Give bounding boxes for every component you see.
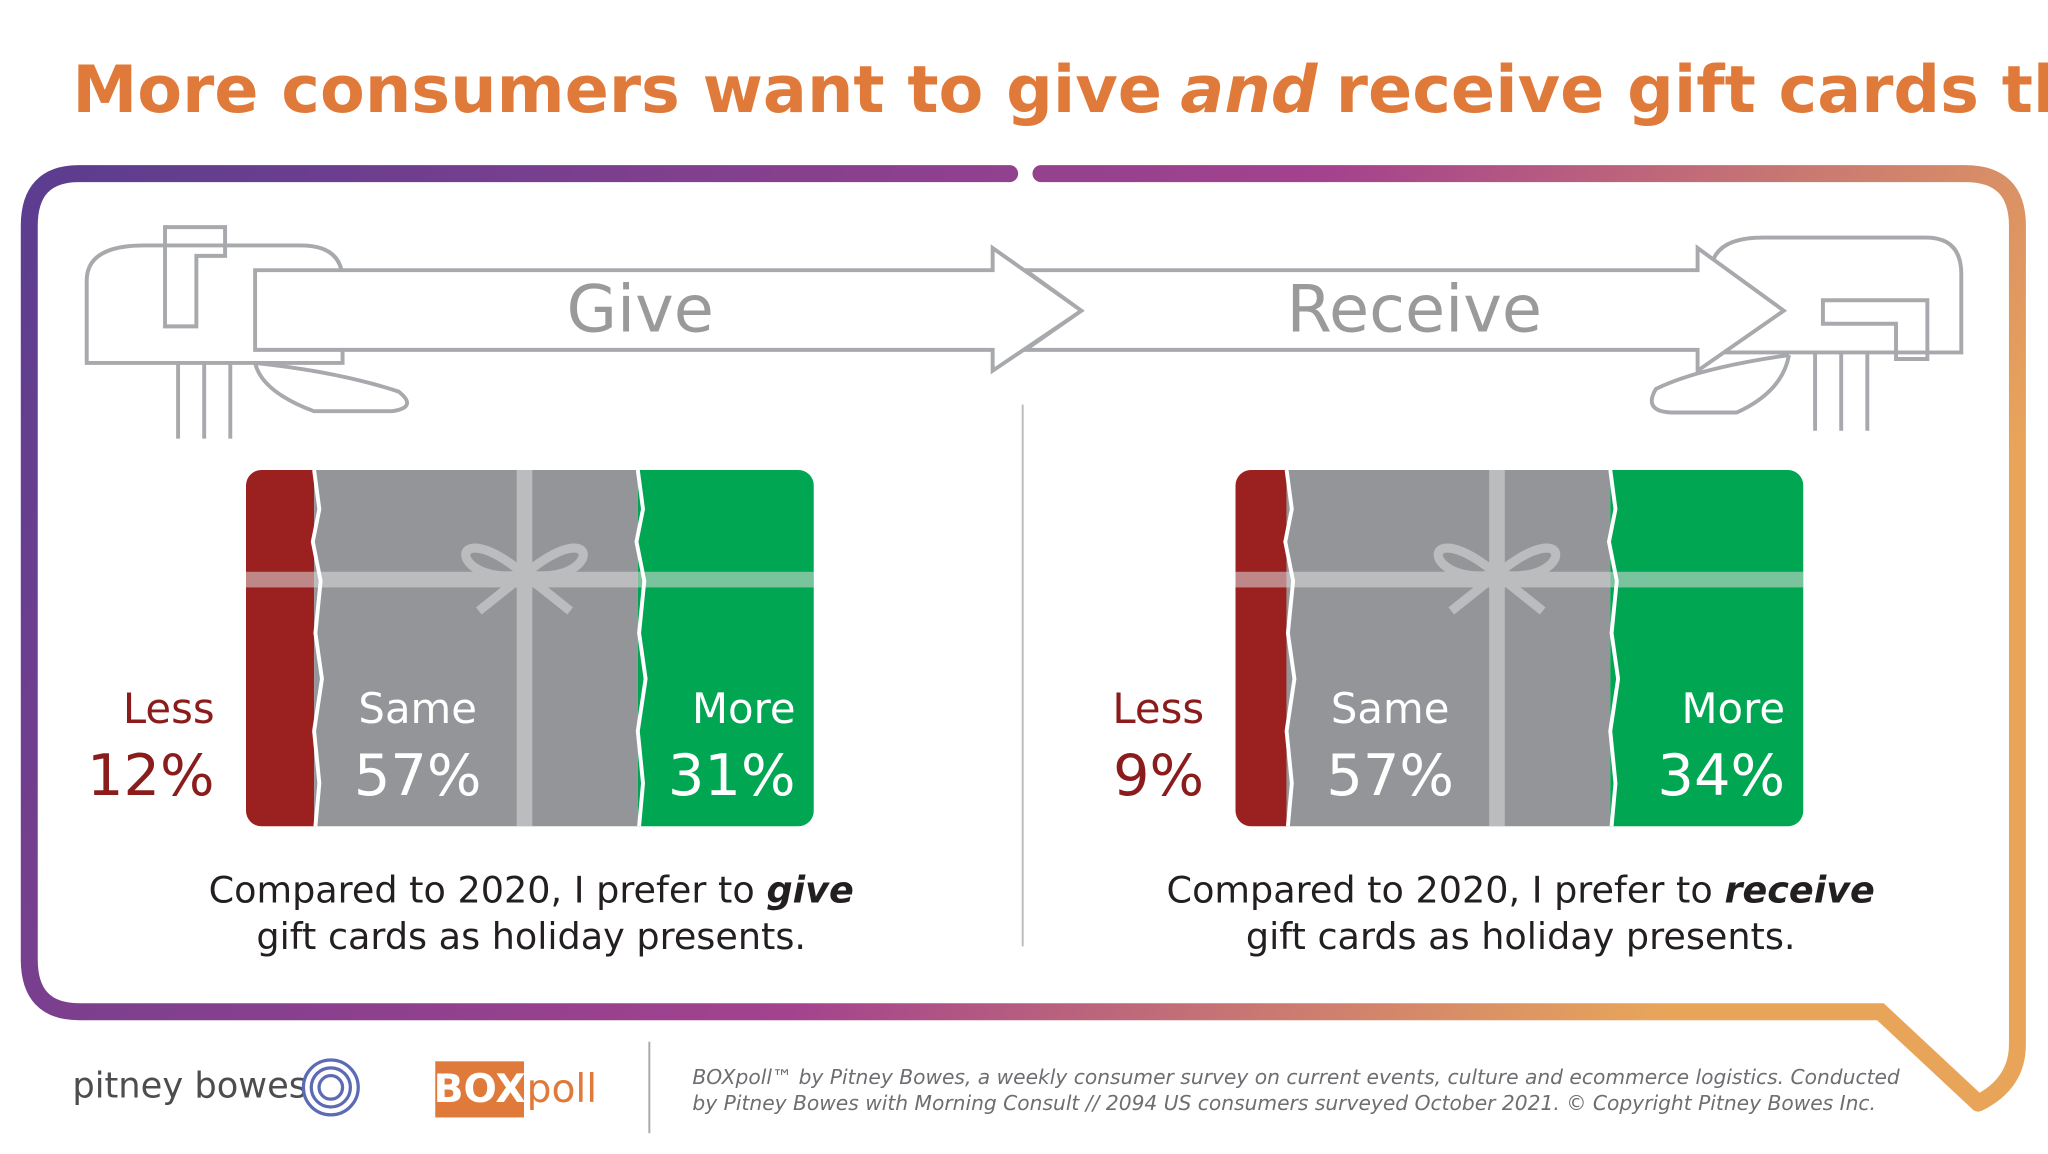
ribbon <box>245 469 814 827</box>
bar-segment <box>245 469 315 827</box>
tear-edge <box>1606 469 1621 827</box>
brand: pitney bowes <box>72 1065 307 1106</box>
category-label: Same <box>1331 684 1450 733</box>
bar-segment <box>1286 469 1611 827</box>
poll-logo-box <box>435 1061 525 1118</box>
bar-segment <box>1610 469 1804 827</box>
value-label: 57% <box>1326 742 1454 809</box>
caption: gift cards as holiday presents. <box>256 915 806 958</box>
caption-part: Compared to 2020, I prefer to <box>209 868 755 911</box>
caption-part: Compared to 2020, I prefer to <box>1167 868 1713 911</box>
value-label: 57% <box>354 742 482 809</box>
footer: pitney bowes BOX poll BOXpoll™ by Pitney… <box>72 1041 1900 1134</box>
bar-segment <box>314 469 638 827</box>
bow <box>461 543 588 615</box>
bar-segment <box>1235 469 1287 827</box>
caption: gift cards as holiday presents. <box>1246 915 1796 958</box>
value-label: 34% <box>1657 742 1785 809</box>
chart-title: Receive <box>1287 271 1543 347</box>
brand-logo <box>301 1058 360 1117</box>
gift-card <box>245 469 814 827</box>
title-part: More consumers want to give <box>72 52 1162 128</box>
category-label: Less <box>123 684 215 733</box>
tear-edge <box>1283 469 1297 827</box>
mailbox-right <box>1649 235 1964 431</box>
ribbon-v <box>516 469 533 827</box>
poll-logo-box-text: BOX <box>434 1067 526 1112</box>
mailbox-left <box>84 225 409 439</box>
category-label: More <box>1682 684 1786 733</box>
ribbon <box>1235 469 1804 827</box>
value-label: 9% <box>1113 742 1204 809</box>
receive-arrow <box>1019 244 1788 375</box>
value-label: 12% <box>87 742 215 809</box>
bow <box>1433 543 1561 615</box>
category-label: Less <box>1112 684 1204 733</box>
tear-edge <box>310 469 324 827</box>
title: More consumers want to give and receive gi… <box>72 52 2048 128</box>
ribbon-v <box>1489 469 1505 827</box>
caption: Compared to 2020, I prefer to receive <box>1167 868 1875 911</box>
caption: Compared to 2020, I prefer to give <box>209 868 854 911</box>
frame <box>20 165 2026 1112</box>
caption-emphasis: give <box>766 868 853 911</box>
category-label: Same <box>358 684 476 733</box>
footnote: BOXpoll™ by Pitney Bowes, a weekly consu… <box>692 1065 1900 1089</box>
chart-title: Give <box>566 271 714 347</box>
footnote: by Pitney Bowes with Morning Consult // … <box>692 1091 1876 1115</box>
title-emphasis: and <box>1180 52 1319 128</box>
category-label: More <box>692 684 796 733</box>
tear-edge <box>634 469 648 827</box>
title-part: receive gift cards this year <box>1336 52 2048 128</box>
caption-emphasis: receive <box>1724 868 1874 911</box>
bar-segment <box>637 469 814 827</box>
value-label: 31% <box>668 742 796 809</box>
poll-logo-text: poll <box>527 1067 598 1112</box>
gift-card <box>1235 469 1804 827</box>
